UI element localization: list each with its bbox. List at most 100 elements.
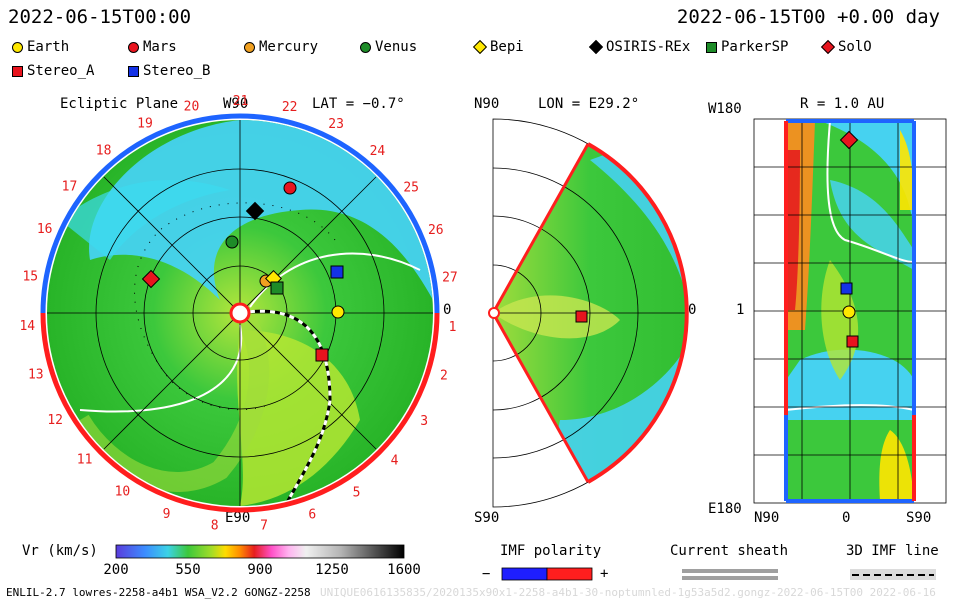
legend-item-bepi: Bepi: [472, 39, 524, 55]
parker-marker: [270, 281, 284, 295]
carrington-label: 9: [163, 507, 171, 522]
legend-item-solo: SolO: [820, 39, 872, 55]
square-marker-icon: [128, 65, 139, 77]
imf-polarity-title: IMF polarity: [500, 543, 602, 559]
venus-marker: [225, 235, 239, 249]
imf-line: [239, 309, 332, 506]
carrington-label: 15: [22, 269, 38, 284]
imf-positive-swatch: [546, 567, 593, 581]
mars-marker: [283, 181, 297, 195]
legend-label: Stereo_A: [27, 63, 95, 79]
meridional-lon-label: LON = E29.2°: [538, 96, 640, 112]
current-sheet-1: [249, 252, 421, 308]
solo-marker: [141, 269, 161, 289]
carrington-label: 13: [28, 368, 44, 383]
stereo-b-radial-marker: [840, 282, 853, 295]
imf-plus-sign: +: [600, 566, 609, 582]
imf-minus-sign: −: [482, 566, 491, 582]
stereo-a-radial-marker: [846, 335, 859, 348]
square-marker-icon: [12, 65, 23, 77]
radial-axis-0: 0: [842, 510, 851, 526]
carrington-label: 18: [96, 143, 112, 158]
legend-label: Venus: [375, 39, 418, 55]
legend-item-stereo-b: Stereo_B: [128, 63, 210, 79]
carrington-label: 5: [353, 485, 361, 500]
legend-item-stereo-a: Stereo_A: [12, 63, 94, 79]
imf-line-legend-bg: [850, 569, 936, 580]
ecliptic-bottom-label: E90: [225, 510, 251, 526]
legend-label: Stereo_B: [143, 63, 211, 79]
legend-item-osiris-rex: OSIRIS-REx: [588, 39, 691, 55]
osiris-rex-marker: [245, 201, 265, 221]
carrington-label: 4: [391, 454, 399, 469]
imf-negative-swatch: [501, 567, 548, 581]
legend-item-venus: Venus: [360, 39, 417, 55]
carrington-label: 14: [19, 319, 35, 334]
carrington-label: 23: [328, 117, 344, 132]
carrington-label: 12: [47, 413, 63, 428]
carrington-label: 7: [260, 519, 268, 534]
right-title: 2022-06-15T00 +0.00 day: [676, 6, 940, 28]
legend-label: Mars: [143, 39, 177, 55]
colorbar-scale: [115, 544, 405, 559]
ecliptic-top-label: W90: [223, 96, 249, 112]
legend-item-mars: Mars: [128, 39, 177, 55]
rim-positive-polarity: [40, 113, 440, 314]
carrington-label: 10: [115, 485, 131, 500]
radial-r-label: R = 1.0 AU: [800, 96, 885, 112]
circle-marker-icon: [244, 41, 255, 53]
solo-radial-marker: [839, 130, 859, 150]
legend-label: OSIRIS-REx: [606, 39, 691, 55]
carrington-label: 6: [308, 507, 316, 522]
slow-flow-region-2: [60, 180, 230, 260]
circle-marker-icon: [128, 41, 139, 53]
body-markers: [141, 130, 859, 362]
orbit-arc: [134, 202, 336, 411]
carrington-label: 24: [370, 144, 386, 159]
current-sheet-2: [79, 324, 243, 413]
imf-line-title: 3D IMF line: [846, 543, 939, 559]
meridional-right-label: 0: [688, 302, 697, 318]
meridional-plot: [488, 118, 689, 508]
radial-bottom-left-label: E180: [708, 501, 742, 517]
circle-marker-icon: [360, 41, 371, 53]
ecliptic-right-label: 0: [443, 302, 452, 318]
rim-negative-polarity: [40, 312, 440, 513]
colorbar: [115, 544, 405, 559]
carrington-label: 3: [420, 414, 428, 429]
carrington-label: 2: [440, 369, 448, 384]
legend-label: Bepi: [490, 39, 524, 55]
carrington-label: 20: [184, 100, 200, 115]
carrington-label: 19: [137, 116, 153, 131]
legend-item-earth: Earth: [12, 39, 69, 55]
radial-axis-n90: N90: [754, 510, 780, 526]
meridional-bottom-label: S90: [474, 510, 500, 526]
footer-left: ENLIL-2.7 lowres-2258-a4b1 WSA_V2.2 GONG…: [6, 586, 311, 599]
carrington-label: 26: [428, 223, 444, 238]
colorbar-label: Vr (km/s): [22, 543, 98, 559]
legend-label: Mercury: [259, 39, 319, 55]
colorbar-tick-label: 900: [247, 562, 273, 578]
earth-radial-marker: [842, 305, 856, 319]
radial-axis-s90: S90: [906, 510, 932, 526]
carrington-label: 1: [449, 320, 457, 335]
colorbar-tick-label: 550: [175, 562, 201, 578]
carrington-label: 27: [442, 271, 458, 286]
meridional-top-label: N90: [474, 96, 500, 112]
current-sheath-title: Current sheath: [670, 543, 789, 559]
carrington-label: 8: [211, 519, 219, 534]
square-marker-icon: [706, 41, 717, 53]
fast-flow-arm: [71, 312, 270, 492]
carrington-label: 11: [77, 453, 93, 468]
stereo-a-marker: [315, 348, 329, 362]
carrington-label: 17: [62, 179, 78, 194]
earth-marker: [331, 305, 345, 319]
circle-marker-icon: [12, 41, 23, 53]
legend-item-parkersp: ParkerSP: [706, 39, 788, 55]
legend-item-mercury: Mercury: [244, 39, 318, 55]
sun-inner-boundary: [229, 302, 251, 324]
legend-label: SolO: [838, 39, 872, 55]
current-sheath-line-1: [682, 569, 778, 573]
